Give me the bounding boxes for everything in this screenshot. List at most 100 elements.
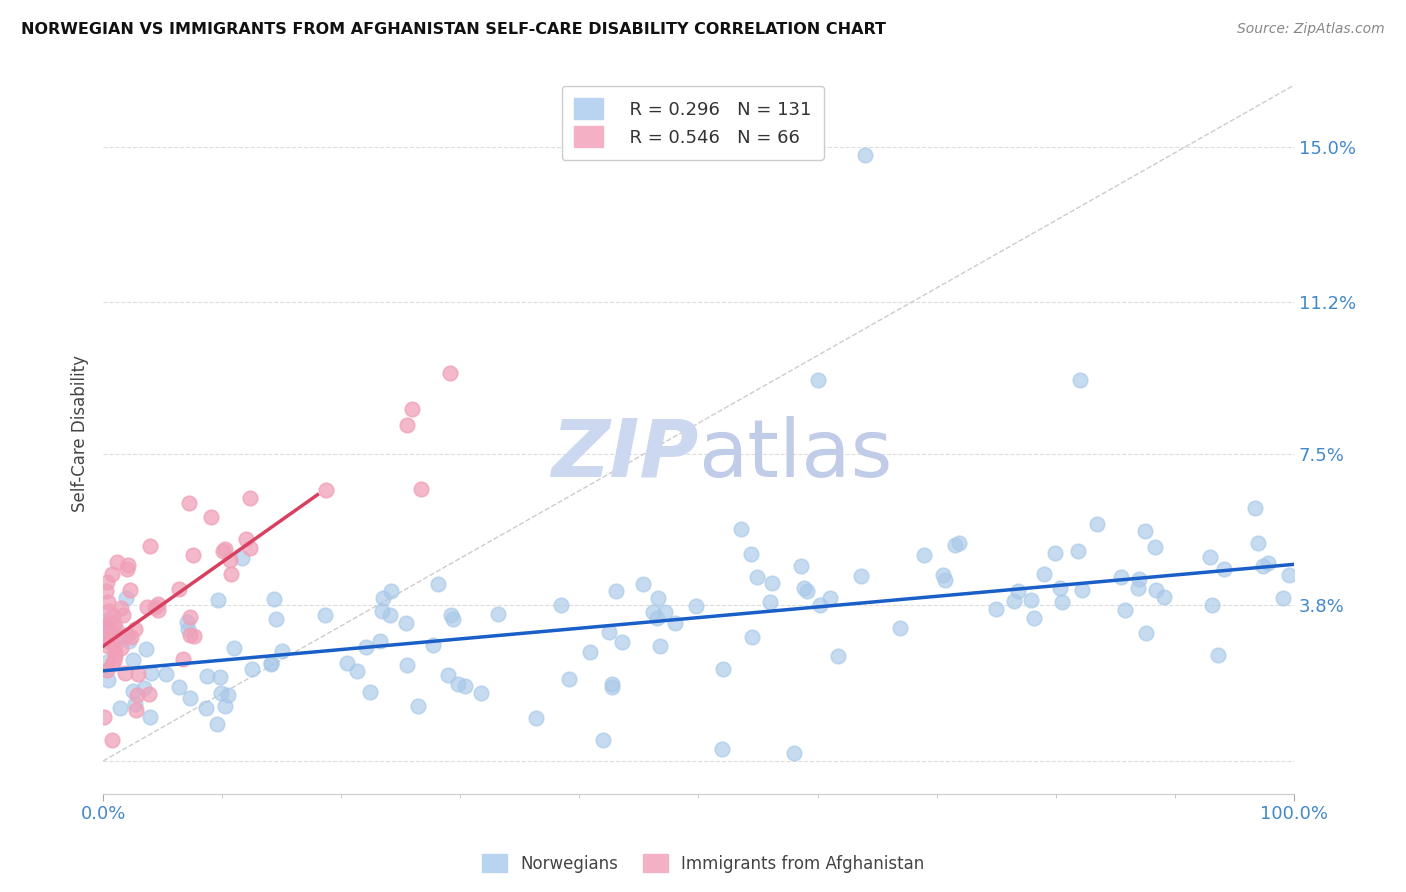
Point	[1206, 648, 1229, 662]
Point	[745, 570, 768, 584]
Point	[600, 680, 623, 694]
Point	[104, 645, 127, 659]
Point	[97, 603, 120, 617]
Point	[172, 652, 194, 666]
Point	[155, 666, 177, 681]
Point	[208, 669, 231, 683]
Point	[790, 559, 813, 574]
Point	[761, 576, 783, 591]
Point	[1050, 595, 1073, 609]
Point	[605, 583, 627, 598]
Legend:   R = 0.296   N = 131,   R = 0.546   N = 66: R = 0.296 N = 131, R = 0.546 N = 66	[561, 86, 824, 160]
Point	[176, 615, 198, 629]
Point	[1114, 602, 1136, 616]
Point	[214, 541, 236, 556]
Point	[371, 604, 394, 618]
Point	[101, 608, 124, 623]
Point	[711, 741, 734, 756]
Point	[808, 599, 831, 613]
Point	[94, 621, 117, 635]
Point	[409, 482, 432, 496]
Point	[101, 733, 124, 747]
Text: Source: ZipAtlas.com: Source: ZipAtlas.com	[1237, 22, 1385, 37]
Point	[1272, 591, 1295, 606]
Point	[470, 686, 492, 700]
Point	[97, 673, 120, 688]
Point	[793, 581, 815, 595]
Point	[711, 662, 734, 676]
Point	[436, 668, 458, 682]
Point	[1144, 540, 1167, 554]
Point	[346, 665, 368, 679]
Point	[439, 367, 461, 381]
Point	[550, 598, 572, 612]
Point	[1128, 572, 1150, 586]
Point	[96, 618, 118, 632]
Point	[1067, 544, 1090, 558]
Point	[263, 592, 285, 607]
Point	[1007, 584, 1029, 599]
Point	[179, 609, 201, 624]
Point	[643, 605, 665, 619]
Point	[354, 640, 377, 655]
Point	[231, 551, 253, 566]
Point	[167, 680, 190, 694]
Point	[118, 583, 141, 598]
Point	[806, 373, 828, 387]
Point	[373, 591, 395, 606]
Point	[104, 622, 127, 636]
Point	[100, 626, 122, 640]
Point	[212, 544, 235, 558]
Point	[447, 676, 470, 690]
Point	[94, 583, 117, 598]
Point	[685, 599, 707, 614]
Point	[97, 595, 120, 609]
Point	[94, 618, 117, 632]
Point	[124, 622, 146, 636]
Point	[1251, 559, 1274, 574]
Legend: Norwegians, Immigrants from Afghanistan: Norwegians, Immigrants from Afghanistan	[475, 847, 931, 880]
Point	[117, 558, 139, 572]
Point	[110, 601, 132, 615]
Point	[122, 653, 145, 667]
Point	[783, 746, 806, 760]
Point	[103, 654, 125, 668]
Point	[633, 577, 655, 591]
Point	[139, 540, 162, 554]
Point	[114, 591, 136, 606]
Point	[395, 658, 418, 673]
Point	[209, 685, 232, 699]
Point	[179, 628, 201, 642]
Point	[1246, 536, 1268, 550]
Point	[759, 595, 782, 609]
Point	[1033, 566, 1056, 581]
Point	[579, 645, 602, 659]
Point	[664, 616, 686, 631]
Point	[851, 569, 873, 583]
Point	[96, 663, 118, 677]
Point	[108, 631, 131, 645]
Point	[207, 593, 229, 607]
Point	[600, 677, 623, 691]
Point	[1085, 517, 1108, 532]
Point	[93, 710, 115, 724]
Point	[264, 612, 287, 626]
Point	[1069, 373, 1091, 387]
Point	[1049, 582, 1071, 596]
Point	[136, 600, 159, 615]
Point	[1212, 562, 1234, 576]
Point	[101, 657, 124, 672]
Point	[96, 634, 118, 648]
Point	[395, 417, 418, 432]
Point	[103, 626, 125, 640]
Point	[114, 665, 136, 680]
Point	[122, 683, 145, 698]
Point	[368, 634, 391, 648]
Point	[1135, 524, 1157, 538]
Point	[93, 625, 115, 640]
Point	[524, 711, 547, 725]
Point	[934, 573, 956, 587]
Point	[271, 644, 294, 658]
Point	[647, 591, 669, 605]
Point	[1002, 594, 1025, 608]
